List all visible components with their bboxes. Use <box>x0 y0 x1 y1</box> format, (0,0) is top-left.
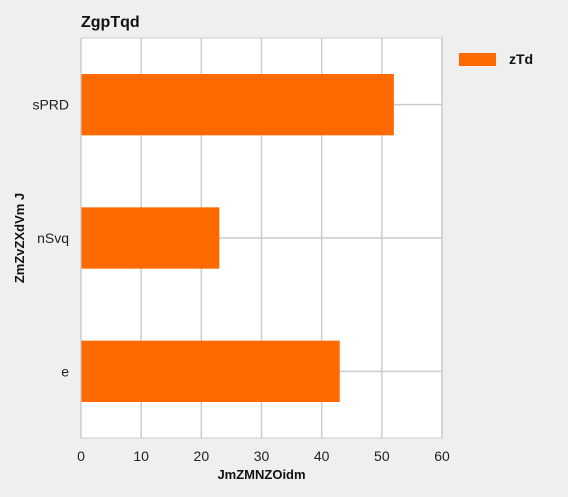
x-tick-label: 20 <box>194 448 210 464</box>
x-axis-label: JmZMNZOidm <box>217 467 305 482</box>
y-ticks: sPRD nSvq e <box>32 97 69 380</box>
y-tick-label: e <box>61 363 69 379</box>
legend-label-ztd: zTd <box>509 51 533 67</box>
bar-sprd <box>81 74 394 136</box>
x-tick-label: 30 <box>254 448 270 464</box>
x-tick-label: 50 <box>374 448 390 464</box>
x-tick-label: 40 <box>314 448 330 464</box>
x-tick-label: 0 <box>77 448 85 464</box>
chart-title: ZgpTqd <box>81 14 140 31</box>
bars <box>81 74 394 402</box>
y-axis-label: ZmZvZXdVm J <box>12 193 27 283</box>
plot-border <box>80 37 443 439</box>
y-tick-label: nSvq <box>37 230 69 246</box>
x-tick-label: 10 <box>133 448 149 464</box>
x-ticks: 0 10 20 30 40 50 60 <box>77 448 450 464</box>
bar-nsvq <box>81 207 220 269</box>
x-tick-label: 60 <box>434 448 450 464</box>
bar-e <box>81 340 340 402</box>
y-tick-label: sPRD <box>32 97 69 113</box>
legend-swatch-ztd <box>459 53 496 66</box>
legend: zTd <box>459 51 533 67</box>
